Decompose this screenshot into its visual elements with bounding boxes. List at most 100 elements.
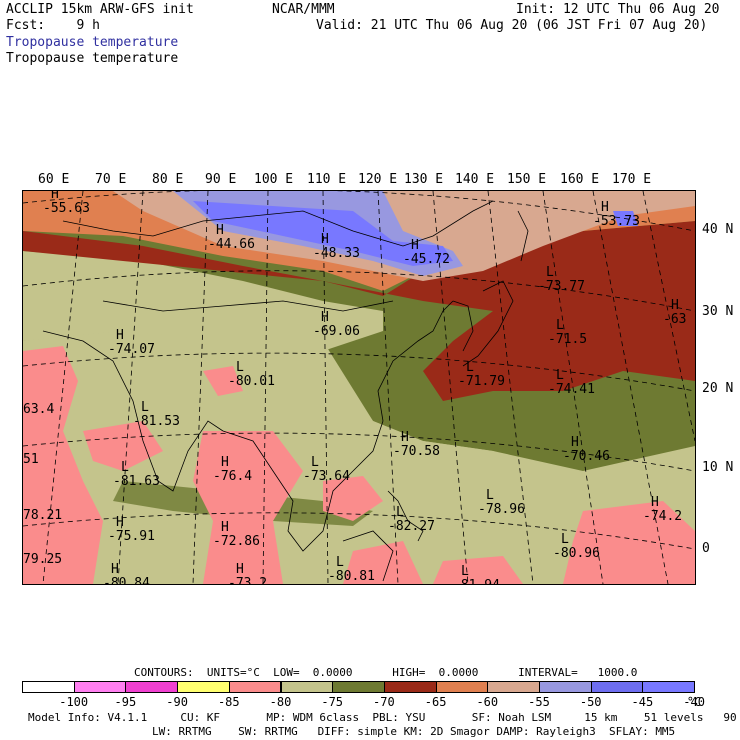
high-marker: H <box>411 238 419 253</box>
extremum-value: -55.63 <box>43 201 90 216</box>
colorbar-tick-label: -90 <box>166 695 188 709</box>
extremum-value: -71.79 <box>458 374 505 389</box>
lon-label: 120 E <box>358 172 398 187</box>
forecast-hour: Fcst: 9 h <box>6 18 100 33</box>
low-marker: L <box>336 555 344 570</box>
coast-southeast-asia <box>222 420 384 552</box>
high-marker: H <box>321 310 329 325</box>
colorbar-swatch <box>539 681 592 693</box>
field-title-contour: Tropopause temperature <box>6 51 179 66</box>
extremum-value: -81.53 <box>133 414 180 429</box>
colorbar-swatch <box>590 681 644 693</box>
extremum-value: -82.27 <box>388 519 435 534</box>
extremum-value: -72.86 <box>213 534 260 549</box>
coast-indian-subcontinent <box>42 330 224 492</box>
lat-line-0 <box>23 512 695 550</box>
extremum-value: -73.2 <box>228 576 267 584</box>
init-time: Init: 12 UTC Thu 06 Aug 20 <box>516 2 720 17</box>
field-title-shaded: Tropopause temperature <box>6 35 179 50</box>
extremum-value: -53.73 <box>593 214 640 229</box>
extremum-value: -81.63 <box>113 474 160 489</box>
extremum-value: -71.5 <box>548 332 587 347</box>
high-marker: H <box>671 298 679 313</box>
high-marker: H <box>571 435 579 450</box>
lat-label: 10 N <box>702 460 734 475</box>
low-marker: L <box>561 532 569 547</box>
high-marker: H <box>401 430 409 445</box>
lon-line-110 <box>322 191 329 584</box>
extremum-value: -80.81 <box>328 569 375 584</box>
high-marker: H <box>116 328 124 343</box>
coast-philippines <box>387 490 424 542</box>
extremum-value: -74.41 <box>548 382 595 397</box>
coast-china <box>377 300 454 422</box>
lon-label: 140 E <box>455 172 495 187</box>
model-info-line2: LW: RRTMG SW: RRTMG DIFF: simple KM: 2D … <box>152 725 676 738</box>
extremum-value: -75.91 <box>108 529 155 544</box>
colorbar-swatch <box>73 681 127 693</box>
pink-patch-4 <box>323 476 383 521</box>
colorbar-tick-label: -50 <box>579 695 602 709</box>
high-marker: H <box>116 515 124 530</box>
colorbar-tick-label: -65 <box>424 695 447 709</box>
extremum-value: 79.25 <box>23 552 62 567</box>
lon-line-130 <box>432 191 469 584</box>
colorbar-swatch <box>280 681 334 693</box>
border-north <box>62 200 494 247</box>
lat-label: 30 N <box>702 304 734 319</box>
high-marker: H <box>111 562 119 577</box>
extremum-value: -78.96 <box>478 502 525 517</box>
border-central <box>102 300 394 312</box>
colorbar-tick-label: -80 <box>269 695 292 709</box>
lat-label: 40 N <box>702 222 734 237</box>
graticule <box>23 191 695 584</box>
lon-line-120 <box>377 191 399 584</box>
low-marker: L <box>466 360 474 375</box>
low-marker: L <box>486 488 494 503</box>
pink-patch-6 <box>563 501 695 584</box>
lon-label: 90 E <box>205 172 237 187</box>
high-marker: H <box>216 223 224 238</box>
lon-line-150 <box>542 191 604 584</box>
pink-patch-7 <box>433 556 523 584</box>
colorbar-swatch <box>383 681 437 693</box>
lon-label: 170 E <box>612 172 652 187</box>
colorbar-tick-label: -55 <box>528 695 550 709</box>
valid-time: Valid: 21 UTC Thu 06 Aug 20 (06 JST Fri … <box>316 18 708 33</box>
coast-korea <box>452 300 474 352</box>
low-marker: L <box>461 564 469 579</box>
lon-label: 60 E <box>38 172 70 187</box>
extremum-value: 51 <box>23 452 39 467</box>
lat-line-20 <box>23 352 695 392</box>
low-marker: L <box>556 318 564 333</box>
extremum-value: 63.4 <box>23 402 54 417</box>
low-marker: L <box>236 360 244 375</box>
band-blue <box>193 201 453 266</box>
high-marker: H <box>51 191 59 202</box>
colorbar-swatch <box>642 681 696 693</box>
agency-label: NCAR/MMM <box>272 2 335 17</box>
extremum-value: -80.01 <box>228 374 275 389</box>
band-dark-red <box>23 221 695 401</box>
colorbar-tick-label: -95 <box>114 695 137 709</box>
extremum-value: -81.94 <box>453 578 500 584</box>
lon-line-140 <box>487 191 534 584</box>
extremum-value: -69.06 <box>313 324 360 339</box>
coast-japan <box>462 280 514 367</box>
high-marker: H <box>236 562 244 577</box>
colorbar-tick-label: -75 <box>321 695 344 709</box>
colorbar-tick-label: -85 <box>217 695 240 709</box>
band-light-olive-south <box>23 331 695 584</box>
pink-patch-1 <box>23 346 103 584</box>
extremum-value: -45.72 <box>403 252 450 267</box>
model-info-line1: Model Info: V4.1.1 CU: KF MP: WDM 6class… <box>28 711 740 724</box>
lon-line-70 <box>42 191 84 584</box>
colorbar-swatch <box>435 681 489 693</box>
pink-patch-3 <box>193 431 303 584</box>
lon-line-80 <box>117 191 144 584</box>
pink-patch-5 <box>343 541 423 584</box>
lon-line-170 <box>642 191 695 442</box>
lon-line-90 <box>192 191 209 584</box>
low-marker: L <box>546 265 554 280</box>
extremum-value: -74.07 <box>108 342 155 357</box>
